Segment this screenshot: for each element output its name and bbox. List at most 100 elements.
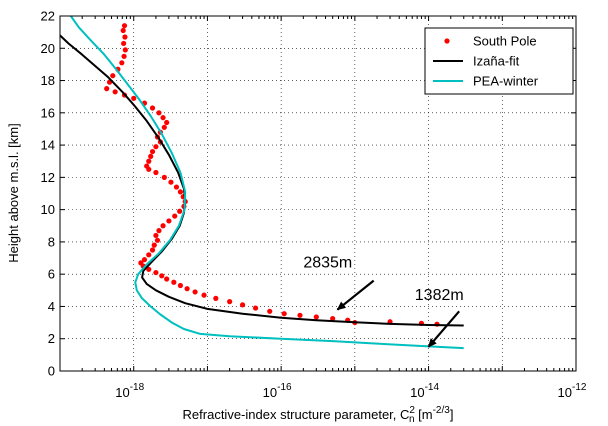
data-point bbox=[153, 169, 159, 176]
series-line bbox=[69, 15, 464, 350]
data-point bbox=[201, 292, 207, 298]
annotation-label: 1382m bbox=[415, 287, 464, 304]
y-tick-label: 12 bbox=[41, 170, 55, 185]
y-tick-label: 18 bbox=[41, 73, 55, 88]
x-tick-exponent: -14 bbox=[425, 382, 440, 393]
data-point bbox=[156, 228, 162, 234]
data-point bbox=[172, 213, 178, 219]
data-point bbox=[239, 302, 246, 308]
y-tick-label: 4 bbox=[48, 299, 55, 314]
data-point bbox=[161, 174, 167, 180]
data-point bbox=[160, 115, 166, 121]
data-point bbox=[146, 252, 152, 258]
data-point bbox=[161, 124, 167, 130]
x-tick-label: 10-16 bbox=[263, 382, 292, 400]
x-axis-label-unit-close: ] bbox=[450, 407, 454, 422]
data-point bbox=[122, 47, 128, 53]
x-axis-label: Refractive-index structure parameter, C2… bbox=[183, 405, 454, 425]
y-axis-label: Height above m.s.l. [km] bbox=[6, 123, 21, 262]
data-point bbox=[131, 95, 137, 101]
data-point bbox=[267, 308, 273, 314]
data-point bbox=[168, 179, 174, 185]
legend: South Pole Izaña-fit PEA-winter bbox=[424, 27, 574, 95]
data-point bbox=[121, 53, 127, 59]
x-axis-label-unit: [m bbox=[415, 407, 433, 422]
x-tick-exponent: -12 bbox=[572, 382, 587, 393]
data-point bbox=[177, 282, 184, 289]
y-tick-label: 8 bbox=[48, 234, 55, 249]
legend-entry: PEA-winter bbox=[473, 74, 539, 89]
legend-marker bbox=[444, 38, 450, 44]
data-point bbox=[112, 89, 118, 95]
data-point bbox=[173, 184, 180, 190]
x-tick-exponent: -16 bbox=[277, 382, 292, 393]
data-point bbox=[171, 279, 177, 285]
x-axis-label-sup: 2 bbox=[409, 405, 415, 416]
data-point bbox=[164, 276, 170, 282]
data-point bbox=[146, 158, 152, 164]
x-tick-label: 10-14 bbox=[410, 382, 439, 400]
y-tick-label: 10 bbox=[41, 202, 55, 217]
data-point bbox=[149, 105, 156, 111]
data-point bbox=[166, 218, 172, 224]
data-point bbox=[192, 289, 198, 295]
annotation-arrow bbox=[336, 279, 375, 311]
data-point bbox=[156, 110, 162, 116]
data-point bbox=[119, 60, 125, 66]
data-point bbox=[146, 266, 152, 272]
series-pea-winter bbox=[69, 15, 464, 350]
x-axis-label-unit-exp: -2/3 bbox=[433, 405, 451, 416]
x-tick-base: 10 bbox=[558, 385, 572, 400]
data-point bbox=[122, 34, 128, 40]
x-axis-label-text: Refractive-index structure parameter, C bbox=[183, 407, 410, 422]
data-point bbox=[313, 314, 319, 320]
data-point bbox=[153, 232, 159, 239]
data-point bbox=[151, 242, 157, 248]
data-point bbox=[153, 144, 159, 150]
y-tick-label: 14 bbox=[41, 138, 55, 153]
data-point bbox=[213, 295, 219, 301]
x-axis-label-sub: n bbox=[409, 414, 415, 425]
data-point bbox=[149, 247, 156, 253]
y-tick-label: 16 bbox=[41, 105, 55, 120]
data-point bbox=[148, 153, 154, 159]
legend-entry: South Pole bbox=[473, 34, 537, 49]
x-tick-exponent: -18 bbox=[130, 382, 145, 393]
data-point bbox=[110, 73, 116, 79]
data-point bbox=[154, 237, 161, 243]
y-tick-label: 20 bbox=[41, 41, 55, 56]
data-point bbox=[177, 208, 183, 214]
data-point bbox=[104, 86, 110, 92]
data-point bbox=[149, 148, 156, 155]
y-tick-label: 22 bbox=[41, 9, 55, 24]
data-point bbox=[160, 223, 166, 229]
plot-frame bbox=[59, 15, 577, 372]
data-point bbox=[227, 299, 233, 305]
data-point bbox=[121, 23, 128, 29]
plot-series bbox=[59, 15, 464, 350]
annotation-label: 2835m bbox=[303, 255, 352, 272]
data-point bbox=[121, 40, 127, 47]
data-point bbox=[330, 315, 336, 322]
data-point bbox=[146, 166, 152, 172]
data-point bbox=[177, 189, 184, 195]
y-tick-label: 2 bbox=[48, 331, 55, 346]
annotation-arrow bbox=[427, 310, 460, 348]
x-tick-label: 10-18 bbox=[115, 382, 144, 400]
x-tick-base: 10 bbox=[115, 385, 129, 400]
data-point bbox=[141, 257, 148, 263]
data-point bbox=[120, 27, 126, 34]
legend-entry: Izaña-fit bbox=[473, 54, 520, 69]
data-point bbox=[159, 273, 165, 279]
y-tick-label: 0 bbox=[48, 364, 55, 379]
annotations: 2835m 1382m bbox=[303, 255, 464, 348]
data-point bbox=[153, 269, 159, 276]
data-point bbox=[184, 286, 190, 292]
x-tick-base: 10 bbox=[410, 385, 424, 400]
data-point bbox=[252, 305, 259, 311]
y-tick-label: 6 bbox=[48, 267, 55, 282]
x-tick-base: 10 bbox=[263, 385, 277, 400]
data-point bbox=[164, 119, 170, 126]
